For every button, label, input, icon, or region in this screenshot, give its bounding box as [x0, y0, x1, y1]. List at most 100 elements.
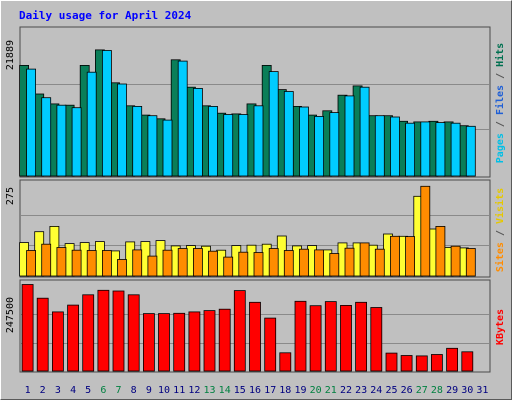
- pages-files-hits-pages-bar-day-6: [102, 50, 112, 177]
- visits-sites-sites-bar-day-26: [405, 236, 416, 277]
- visits-sites-sites-bar-day-27: [420, 185, 431, 277]
- visits-sites-sites-bar-day-7: [117, 259, 127, 277]
- pages-files-hits-pages-bar-day-7: [117, 83, 127, 177]
- kbytes-kbytes-bar-day-3: [52, 311, 64, 372]
- kbytes-ytick-label: 247500: [5, 297, 16, 333]
- kbytes-kbytes-bar-day-15: [233, 290, 246, 372]
- x-tick-label-day-2: 2: [40, 385, 46, 396]
- pages-files-hits-series-label-part-5: Hits: [494, 43, 506, 67]
- pages-files-hits-pages-bar-day-11: [177, 60, 188, 177]
- kbytes-kbytes-bar-day-18: [279, 352, 292, 372]
- pages-files-hits-pages-bar-day-12: [192, 88, 203, 177]
- x-tick-label-day-7: 7: [115, 385, 121, 396]
- kbytes-kbytes-bar-day-30: [461, 351, 474, 372]
- x-tick-label-day-31: 31: [476, 385, 488, 396]
- x-tick-label-day-4: 4: [70, 385, 76, 396]
- x-tick-label-day-12: 12: [188, 385, 200, 396]
- visits-sites-sites-bar-day-23: [359, 242, 370, 277]
- x-tick-label-day-17: 17: [264, 385, 276, 396]
- pages-files-hits-pages-bar-day-20: [314, 116, 325, 177]
- kbytes-kbytes-bar-day-2: [36, 297, 49, 372]
- kbytes-kbytes-bar-day-1: [21, 284, 34, 372]
- pages-files-hits-pages-bar-day-21: [329, 112, 340, 177]
- visits-sites-sites-bar-day-9: [147, 255, 158, 277]
- chart-title: Daily usage for April 2024: [19, 9, 192, 22]
- kbytes-kbytes-bar-day-11: [173, 312, 186, 372]
- kbytes-kbytes-bar-day-10: [158, 313, 170, 372]
- pages-files-hits-pages-bar-day-4: [71, 107, 82, 177]
- x-tick-label-day-8: 8: [131, 385, 137, 396]
- x-tick-label-day-23: 23: [355, 385, 367, 396]
- visits-sites-sites-bar-day-4: [71, 249, 82, 277]
- x-tick-label-day-30: 30: [461, 385, 473, 396]
- x-tick-label-day-9: 9: [146, 385, 152, 396]
- pages-files-hits-pages-bar-day-19: [299, 106, 309, 177]
- pages-files-hits-pages-bar-day-26: [405, 122, 416, 177]
- visits-sites-sites-bar-day-14: [223, 256, 234, 277]
- x-tick-label-day-27: 27: [416, 385, 428, 396]
- pages-files-hits-pages-bar-day-3: [56, 104, 67, 177]
- pages-files-hits-series-label: Pages / Files / Hits: [494, 43, 506, 163]
- visits-sites-sites-bar-day-1: [26, 250, 37, 277]
- visits-sites-sites-bar-day-6: [102, 250, 112, 277]
- pages-files-hits-pages-bar-day-30: [465, 125, 476, 177]
- visits-sites-sites-bar-day-28: [435, 225, 446, 277]
- pages-files-hits-pages-bar-day-9: [147, 115, 158, 177]
- visits-sites-sites-bar-day-5: [86, 250, 97, 277]
- visits-sites-series-label: Sites / Visits: [494, 188, 506, 272]
- pages-files-hits-pages-bar-day-1: [26, 68, 37, 177]
- visits-sites-sites-bar-day-21: [329, 253, 340, 277]
- x-tick-label-day-10: 10: [158, 385, 170, 396]
- visits-sites-series-label-part-1: Sites: [494, 242, 506, 272]
- kbytes-kbytes-bar-day-19: [294, 300, 307, 372]
- kbytes-kbytes-bar-day-25: [385, 352, 398, 372]
- visits-sites-sites-bar-day-24: [374, 248, 385, 277]
- visits-sites-sites-bar-day-13: [208, 250, 218, 277]
- visits-sites-sites-bar-day-25: [390, 235, 400, 277]
- pages-files-hits-pages-bar-day-18: [283, 91, 294, 177]
- x-tick-label-day-22: 22: [340, 385, 352, 396]
- pages-files-hits-series-label-part-2: /: [495, 115, 506, 133]
- x-tick-label-day-18: 18: [279, 385, 291, 396]
- pages-files-hits-series-label-part-3: Files: [494, 85, 506, 115]
- visits-sites-sites-bar-day-8: [132, 249, 143, 277]
- pages-files-hits-pages-bar-day-5: [86, 71, 97, 177]
- kbytes-kbytes-bar-day-6: [97, 289, 110, 372]
- pages-files-hits-ytick-label: 21889: [5, 40, 16, 70]
- x-tick-label-day-1: 1: [25, 385, 31, 396]
- kbytes-kbytes-bar-day-29: [446, 347, 459, 372]
- pages-files-hits-pages-bar-day-2: [41, 97, 52, 177]
- kbytes-kbytes-bar-day-20: [309, 305, 322, 372]
- visits-sites-sites-bar-day-3: [56, 247, 67, 277]
- pages-files-hits-pages-bar-day-17: [268, 71, 279, 177]
- visits-sites-sites-bar-day-22: [344, 247, 355, 277]
- visits-sites-sites-bar-day-10: [162, 249, 173, 277]
- pages-files-hits-pages-bar-day-24: [374, 115, 385, 177]
- kbytes-kbytes-bar-day-12: [188, 311, 201, 372]
- kbytes-kbytes-bar-day-9: [142, 313, 155, 372]
- kbytes-kbytes-bar-day-4: [67, 304, 79, 372]
- visits-sites-sites-bar-day-16: [253, 252, 264, 277]
- kbytes-kbytes-bar-day-16: [249, 301, 261, 372]
- visits-sites-sites-bar-day-2: [41, 243, 52, 277]
- visits-sites-sites-bar-day-11: [177, 248, 188, 277]
- pages-files-hits-pages-bar-day-13: [208, 106, 218, 177]
- kbytes-series-label: KBytes: [495, 309, 506, 345]
- x-tick-label-day-6: 6: [100, 385, 106, 396]
- pages-files-hits-pages-bar-day-27: [420, 121, 431, 177]
- kbytes-kbytes-bar-day-14: [218, 308, 231, 372]
- x-tick-label-day-28: 28: [431, 385, 443, 396]
- x-tick-label-day-15: 15: [234, 385, 246, 396]
- pages-files-hits-pages-bar-day-15: [238, 114, 249, 177]
- kbytes-kbytes-bar-day-17: [264, 317, 277, 372]
- visits-sites-series-label-part-3: Visits: [494, 188, 506, 224]
- x-tick-label-day-13: 13: [203, 385, 215, 396]
- pages-files-hits-pages-bar-day-29: [450, 122, 461, 177]
- x-tick-label-day-3: 3: [55, 385, 61, 396]
- kbytes-kbytes-bar-day-28: [430, 354, 443, 372]
- x-tick-label-day-21: 21: [325, 385, 337, 396]
- pages-files-hits-series-label-part-1: Pages: [495, 133, 506, 163]
- kbytes-kbytes-bar-day-26: [400, 355, 413, 372]
- kbytes-kbytes-bar-day-21: [324, 301, 337, 372]
- pages-files-hits-pages-bar-day-25: [390, 116, 400, 177]
